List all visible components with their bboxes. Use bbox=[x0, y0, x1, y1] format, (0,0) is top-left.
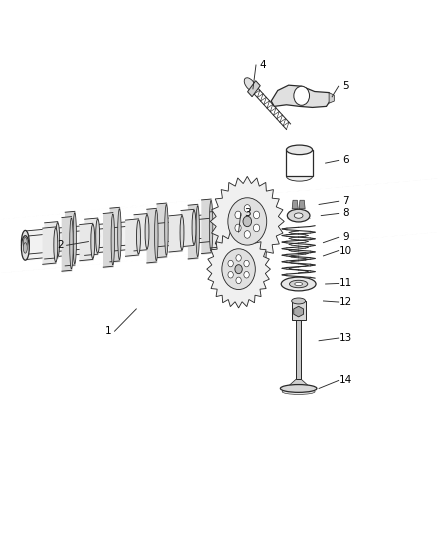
Text: 1: 1 bbox=[105, 326, 111, 336]
Ellipse shape bbox=[286, 172, 313, 181]
Ellipse shape bbox=[73, 213, 77, 264]
Text: 8: 8 bbox=[342, 208, 349, 219]
Circle shape bbox=[243, 216, 251, 227]
Ellipse shape bbox=[137, 220, 141, 254]
Ellipse shape bbox=[180, 215, 184, 250]
Ellipse shape bbox=[54, 228, 58, 262]
Circle shape bbox=[235, 211, 241, 219]
Polygon shape bbox=[329, 93, 334, 103]
Ellipse shape bbox=[286, 145, 313, 155]
Circle shape bbox=[236, 255, 241, 261]
Ellipse shape bbox=[155, 209, 158, 261]
Ellipse shape bbox=[295, 282, 303, 286]
Text: 3: 3 bbox=[244, 208, 251, 219]
Text: 11: 11 bbox=[339, 278, 352, 288]
Ellipse shape bbox=[294, 213, 303, 218]
Circle shape bbox=[244, 271, 249, 278]
Text: 14: 14 bbox=[339, 375, 352, 385]
Ellipse shape bbox=[209, 200, 213, 252]
Text: 5: 5 bbox=[342, 81, 349, 91]
Polygon shape bbox=[299, 200, 305, 209]
Ellipse shape bbox=[282, 389, 315, 394]
Ellipse shape bbox=[244, 78, 256, 91]
Circle shape bbox=[235, 224, 241, 232]
Circle shape bbox=[254, 211, 260, 219]
Circle shape bbox=[235, 265, 242, 273]
Polygon shape bbox=[271, 85, 332, 108]
Circle shape bbox=[222, 249, 255, 289]
Ellipse shape bbox=[21, 236, 29, 260]
Circle shape bbox=[228, 271, 233, 278]
Ellipse shape bbox=[21, 230, 29, 255]
Text: 12: 12 bbox=[339, 297, 352, 307]
Polygon shape bbox=[286, 150, 313, 176]
Ellipse shape bbox=[287, 209, 310, 222]
Ellipse shape bbox=[56, 223, 60, 257]
Text: 4: 4 bbox=[259, 60, 266, 70]
Ellipse shape bbox=[221, 212, 225, 246]
Text: 13: 13 bbox=[339, 333, 352, 343]
Ellipse shape bbox=[290, 280, 308, 288]
Ellipse shape bbox=[292, 298, 306, 304]
Circle shape bbox=[244, 231, 251, 238]
Text: 9: 9 bbox=[342, 232, 349, 243]
Text: 2: 2 bbox=[57, 240, 64, 251]
Circle shape bbox=[244, 205, 251, 212]
Text: 7: 7 bbox=[342, 196, 349, 206]
Polygon shape bbox=[294, 306, 304, 317]
Ellipse shape bbox=[237, 206, 240, 240]
Ellipse shape bbox=[118, 208, 121, 260]
Ellipse shape bbox=[23, 243, 27, 253]
Ellipse shape bbox=[165, 205, 168, 255]
Polygon shape bbox=[207, 230, 270, 308]
Circle shape bbox=[294, 86, 310, 106]
Circle shape bbox=[228, 198, 267, 245]
Polygon shape bbox=[210, 176, 284, 266]
Ellipse shape bbox=[192, 210, 196, 245]
Circle shape bbox=[228, 260, 233, 267]
Ellipse shape bbox=[23, 237, 27, 248]
Circle shape bbox=[254, 224, 260, 232]
Polygon shape bbox=[297, 319, 301, 379]
Ellipse shape bbox=[111, 214, 115, 265]
Ellipse shape bbox=[145, 214, 149, 249]
Polygon shape bbox=[292, 200, 298, 209]
Polygon shape bbox=[292, 301, 306, 319]
Circle shape bbox=[244, 260, 249, 267]
Ellipse shape bbox=[280, 384, 317, 392]
Ellipse shape bbox=[95, 219, 99, 253]
Circle shape bbox=[236, 277, 241, 284]
Polygon shape bbox=[247, 80, 260, 96]
Text: 6: 6 bbox=[342, 156, 349, 165]
Ellipse shape bbox=[281, 277, 316, 291]
Text: 10: 10 bbox=[339, 246, 352, 256]
Polygon shape bbox=[286, 379, 311, 389]
Ellipse shape bbox=[70, 218, 73, 269]
Ellipse shape bbox=[196, 206, 199, 256]
Ellipse shape bbox=[91, 224, 95, 259]
